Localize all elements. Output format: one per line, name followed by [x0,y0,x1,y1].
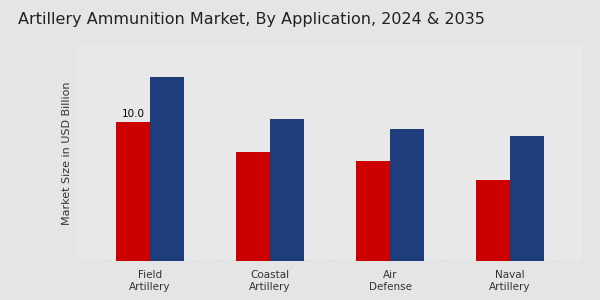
Text: Artillery Ammunition Market, By Application, 2024 & 2035: Artillery Ammunition Market, By Applicat… [18,12,485,27]
Bar [356,161,390,261]
Bar [390,129,424,261]
Bar [270,119,304,261]
Bar [476,180,510,261]
Bar [236,152,270,261]
Bar [510,136,544,261]
Bar [150,77,184,261]
Text: 10.0: 10.0 [122,109,145,119]
Y-axis label: Market Size in USD Billion: Market Size in USD Billion [62,81,73,225]
Bar [116,122,150,261]
